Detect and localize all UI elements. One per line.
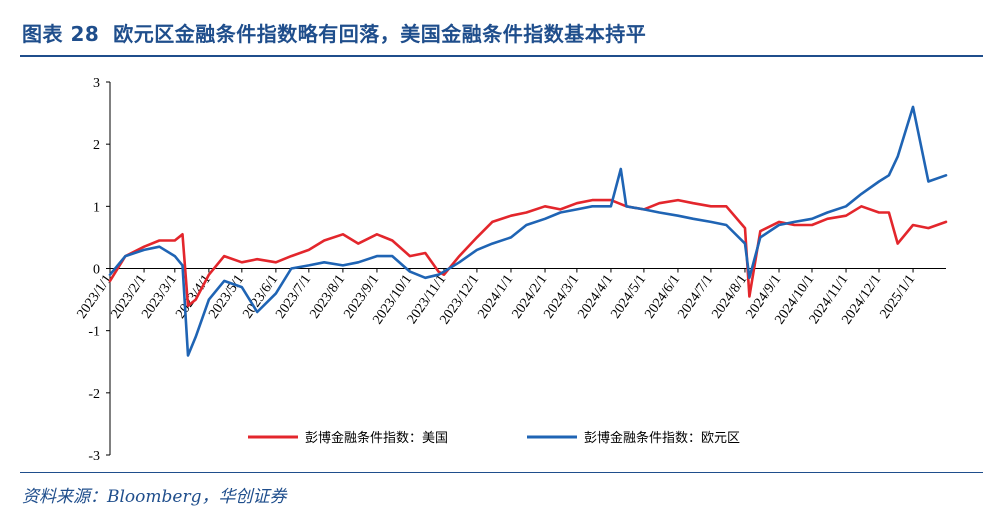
series-line-eu xyxy=(108,105,948,357)
y-tick-label: 2 xyxy=(93,138,100,153)
legend-label-eu: 彭博金融条件指数：欧元区 xyxy=(584,430,740,446)
figure-number: 图表 28 xyxy=(22,21,100,46)
source-note: 资料来源：Bloomberg，华创证券 xyxy=(22,487,287,507)
title-rule xyxy=(20,55,983,57)
y-tick-label: 3 xyxy=(93,76,100,91)
footer-rule xyxy=(20,472,983,473)
series-line-us xyxy=(108,198,948,308)
y-tick-label: 1 xyxy=(93,200,100,215)
y-tick-label: -2 xyxy=(88,387,100,402)
y-tick-label: -3 xyxy=(88,449,100,464)
legend-label-us: 彭博金融条件指数：美国 xyxy=(305,430,448,446)
x-tick-label: 2025/1/1 xyxy=(877,272,918,321)
figure-title: 图表 28 欧元区金融条件指数略有回落，美国金融条件指数基本持平 xyxy=(22,14,646,50)
figure-title-text: 欧元区金融条件指数略有回落，美国金融条件指数基本持平 xyxy=(113,21,647,46)
y-tick-label: 0 xyxy=(93,263,100,278)
y-tick-label: -1 xyxy=(88,325,100,340)
